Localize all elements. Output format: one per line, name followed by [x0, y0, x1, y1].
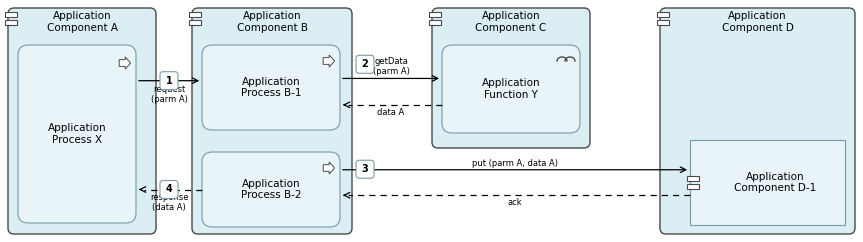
- Bar: [657, 20, 669, 25]
- FancyBboxPatch shape: [18, 45, 136, 223]
- Text: Application
Process B-2: Application Process B-2: [241, 179, 301, 200]
- FancyBboxPatch shape: [202, 45, 340, 130]
- FancyBboxPatch shape: [660, 8, 855, 234]
- Text: Application
Component A: Application Component A: [47, 11, 117, 33]
- Text: Application
Component D-1: Application Component D-1: [734, 172, 816, 193]
- Bar: [5, 12, 17, 17]
- Text: 4: 4: [166, 184, 173, 195]
- Bar: [687, 183, 699, 189]
- Polygon shape: [119, 57, 130, 69]
- Text: getData
(parm A): getData (parm A): [373, 57, 409, 76]
- Bar: [657, 12, 669, 17]
- FancyBboxPatch shape: [8, 8, 156, 234]
- Text: Application
Component C: Application Component C: [476, 11, 546, 33]
- Text: Application
Function Y: Application Function Y: [482, 78, 540, 100]
- Text: 3: 3: [362, 164, 369, 174]
- Polygon shape: [324, 55, 335, 67]
- Bar: [429, 20, 441, 25]
- Text: put (parm A, data A): put (parm A, data A): [472, 159, 558, 168]
- FancyBboxPatch shape: [160, 72, 178, 90]
- Text: response
(data A): response (data A): [150, 192, 188, 212]
- Bar: [5, 20, 17, 25]
- FancyBboxPatch shape: [432, 8, 590, 148]
- FancyBboxPatch shape: [160, 181, 178, 198]
- Text: 1: 1: [166, 76, 173, 86]
- Bar: [687, 175, 699, 181]
- FancyBboxPatch shape: [192, 8, 352, 234]
- FancyBboxPatch shape: [356, 160, 374, 178]
- FancyBboxPatch shape: [356, 55, 374, 73]
- FancyBboxPatch shape: [202, 152, 340, 227]
- Text: request
(parm A): request (parm A): [150, 85, 187, 104]
- Bar: [429, 12, 441, 17]
- Text: ack: ack: [507, 198, 522, 207]
- FancyBboxPatch shape: [442, 45, 580, 133]
- Bar: [189, 12, 201, 17]
- Polygon shape: [324, 162, 335, 174]
- Text: Application
Process X: Application Process X: [47, 123, 106, 145]
- Bar: [189, 20, 201, 25]
- Text: 2: 2: [362, 59, 369, 69]
- Bar: [690, 140, 845, 225]
- Text: Application
Process B-1: Application Process B-1: [241, 77, 301, 98]
- Text: Application
Component D: Application Component D: [721, 11, 793, 33]
- Text: data A: data A: [377, 108, 405, 117]
- Text: Application
Component B: Application Component B: [236, 11, 307, 33]
